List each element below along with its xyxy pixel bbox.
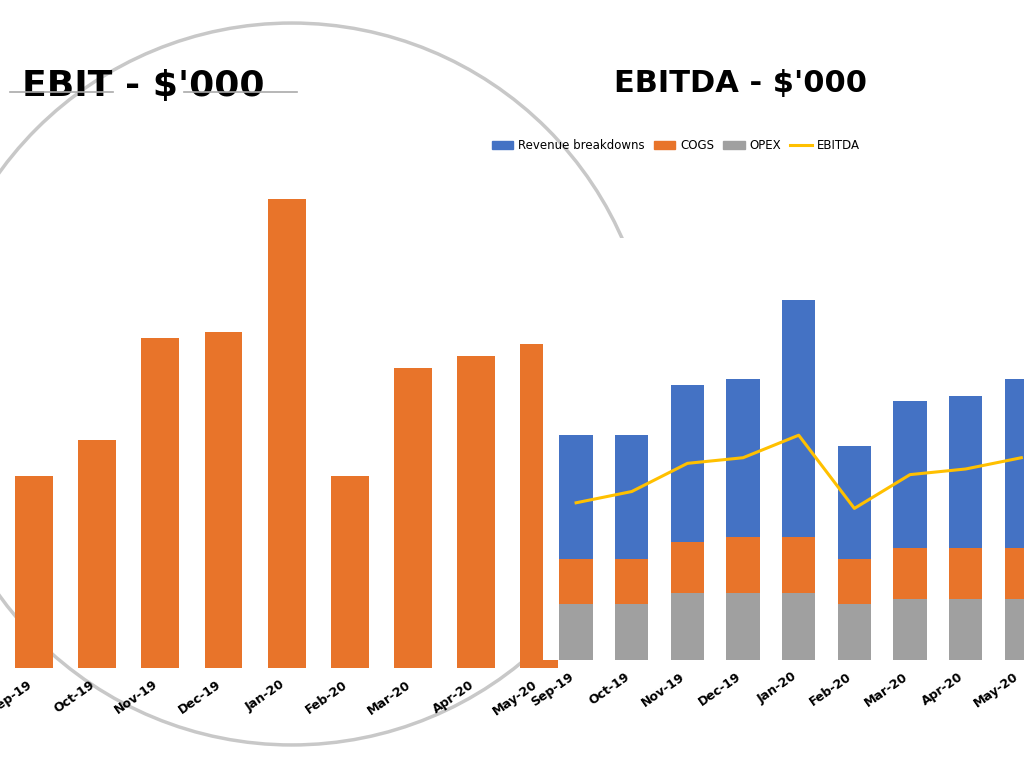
Legend: Revenue breakdowns, COGS, OPEX, EBITDA: Revenue breakdowns, COGS, OPEX, EBITDA	[487, 134, 864, 157]
Bar	[838, 446, 871, 559]
Bar	[726, 593, 760, 660]
Bar	[893, 548, 927, 598]
Bar	[267, 200, 306, 668]
Bar	[205, 332, 243, 668]
Bar	[893, 598, 927, 660]
Bar	[782, 537, 815, 593]
Bar	[78, 440, 116, 668]
Bar	[615, 559, 648, 604]
Bar	[559, 435, 593, 559]
Bar	[1005, 548, 1024, 598]
Bar	[949, 598, 982, 660]
Bar	[1005, 598, 1024, 660]
Bar	[893, 402, 927, 548]
Bar	[671, 385, 705, 542]
Bar	[726, 379, 760, 537]
Bar	[1005, 379, 1024, 548]
Bar	[141, 338, 179, 668]
Bar	[671, 542, 705, 593]
Bar	[394, 368, 432, 668]
Bar	[838, 559, 871, 604]
Text: EBIT - $'000: EBIT - $'000	[23, 69, 264, 103]
Bar	[559, 604, 593, 660]
Bar	[782, 593, 815, 660]
Bar	[949, 548, 982, 598]
Bar	[726, 537, 760, 593]
Bar	[15, 476, 53, 668]
Bar	[615, 604, 648, 660]
Bar	[458, 356, 496, 668]
Bar	[671, 593, 705, 660]
Bar	[782, 300, 815, 537]
Text: EBITDA - $'000: EBITDA - $'000	[614, 69, 867, 98]
Bar	[331, 476, 369, 668]
Bar	[520, 343, 558, 668]
Bar	[559, 559, 593, 604]
Bar	[838, 604, 871, 660]
Bar	[615, 435, 648, 559]
Bar	[949, 396, 982, 548]
